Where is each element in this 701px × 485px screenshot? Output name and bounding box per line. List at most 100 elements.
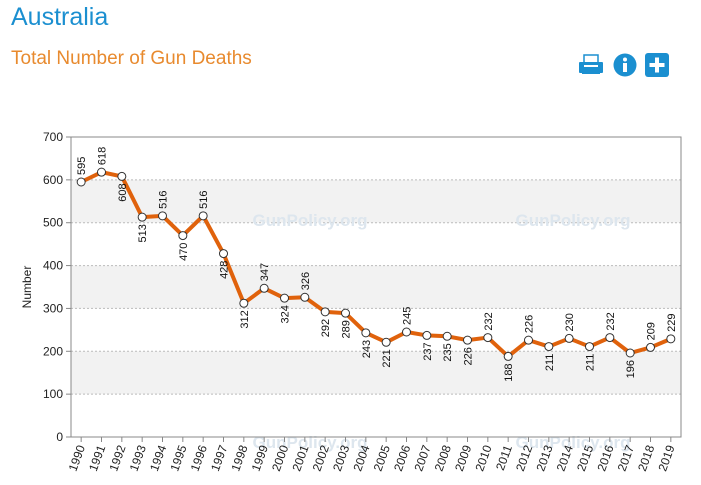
plot-band [71,265,681,309]
data-label: 470 [178,243,190,261]
data-label: 229 [666,313,678,331]
data-point [564,333,574,343]
data-point [259,283,269,293]
data-point [422,330,432,340]
data-point [76,177,86,187]
x-tick-label: 2008 [432,443,454,473]
y-axis-title: Number [20,266,34,309]
data-point [625,348,635,358]
data-label: 237 [422,342,434,360]
data-point [524,335,533,345]
y-tick-label: 200 [43,344,63,358]
info-icon [613,53,637,77]
x-tick-label: 1998 [228,443,250,473]
x-tick-label: 2018 [635,443,657,473]
x-tick-label: 1995 [167,443,189,473]
gridlines [71,179,681,395]
data-point [320,307,330,317]
data-label: 516 [198,190,210,208]
data-point [300,292,310,302]
x-tick-label: 2009 [452,443,474,473]
watermark-text: GunPolicy.org [516,433,631,452]
x-tick-label: 2011 [493,443,515,472]
y-tick-label: 100 [43,387,63,401]
x-tick-label: 2006 [391,443,413,473]
data-label: 428 [219,261,231,279]
data-label: 608 [117,183,129,201]
plot-bands [71,179,681,395]
plot-band [71,179,681,223]
watermark-text: GunPolicy.org [253,433,368,452]
x-tick-label: 2019 [655,443,677,473]
data-label: 347 [259,263,271,281]
data-point [646,342,655,352]
country-title: Australia [11,3,109,31]
data-label: 618 [97,147,109,165]
data-label: 245 [402,307,414,325]
x-tick-label: 2007 [411,443,433,473]
data-label: 209 [646,322,658,340]
x-tick-label: 2010 [472,443,494,473]
plot-band [71,351,681,395]
x-tick-label: 1991 [86,443,108,473]
y-axis: 0 100 200 300 400 500 600 700 [43,130,71,444]
data-label: 235 [442,343,454,361]
data-label: 226 [524,315,536,333]
data-point [361,328,371,338]
y-tick-label: 700 [43,130,63,144]
watermark-text: GunPolicy.org [253,211,368,230]
data-label: 196 [625,360,637,378]
data-point [137,212,147,222]
data-label: 221 [381,349,393,367]
x-tick-label: 1994 [147,443,169,473]
chart-toolbar [578,52,670,78]
data-point [585,342,594,352]
data-point [178,231,188,241]
data-point [239,298,249,308]
data-point [666,334,676,344]
add-button[interactable] [644,52,670,78]
data-label: 595 [76,157,88,175]
data-label: 232 [605,312,617,330]
watermark-text: GunPolicy.org [516,211,631,230]
y-tick-label: 400 [43,259,63,273]
print-button[interactable] [578,52,604,78]
data-point [442,331,452,341]
y-tick-label: 0 [56,430,63,444]
info-button[interactable] [612,52,638,78]
data-point [381,337,391,347]
data-label: 312 [239,310,251,328]
data-label: 289 [341,320,353,338]
x-tick-label: 1993 [127,443,149,473]
data-point [117,171,127,181]
printer-icon [579,54,603,74]
x-tick-label: 1990 [66,443,88,473]
data-point [544,342,554,352]
data-label: 513 [137,224,149,242]
y-tick-label: 300 [43,301,63,315]
data-label: 232 [483,312,495,330]
plot-frame [70,136,682,438]
x-tick-label: 1992 [106,443,128,473]
data-label: 326 [300,272,312,290]
data-point [341,308,350,318]
data-point [463,335,472,345]
data-label: 516 [158,190,170,208]
data-label: 211 [585,354,597,372]
data-point [503,351,513,361]
data-points [76,167,676,361]
data-point [605,333,615,343]
watermarks: GunPolicy.org GunPolicy.org GunPolicy.org G… [253,211,631,452]
data-label: 324 [280,305,292,323]
y-tick-label: 500 [43,216,63,230]
y-tick-label: 600 [43,173,63,187]
data-point [483,333,493,343]
data-label: 230 [564,313,576,331]
x-axis: 1990199119921993199419951996199719981999… [66,437,678,473]
data-point [402,327,411,337]
data-point [158,211,167,221]
x-tick-label: 1996 [188,443,210,473]
data-point [280,293,289,303]
chart-title: Total Number of Gun Deaths [11,48,252,69]
